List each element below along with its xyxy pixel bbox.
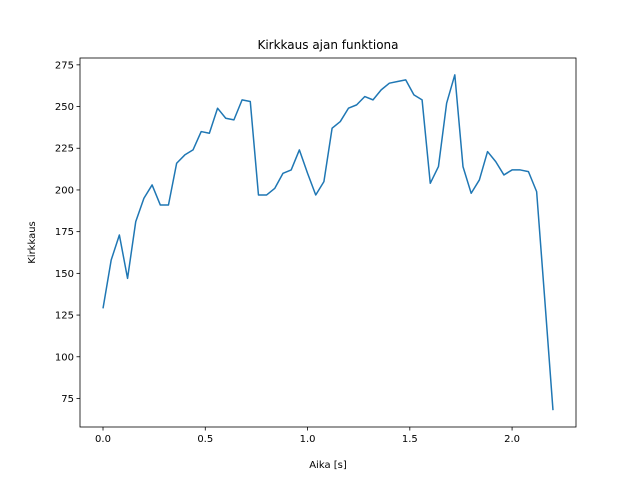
- y-tick-label: 125: [55, 311, 74, 322]
- x-tick-label: 0.0: [95, 434, 111, 445]
- x-axis-label: Aika [s]: [309, 460, 347, 471]
- y-tick-label: 100: [55, 352, 74, 363]
- chart-title: Kirkkaus ajan funktiona: [257, 38, 398, 52]
- y-tick-label: 150: [55, 269, 74, 280]
- plot-frame: [79, 57, 577, 428]
- y-tick-label: 225: [55, 144, 74, 155]
- y-tick-label: 250: [55, 102, 74, 113]
- series-line-kirkkaus: [102, 74, 554, 411]
- y-axis: 75 100 125 150 175 200 225 250 275: [55, 60, 80, 405]
- x-tick-label: 0.5: [197, 434, 213, 445]
- series-group: [102, 74, 554, 411]
- y-tick-label: 175: [55, 227, 74, 238]
- y-tick-label: 275: [55, 60, 74, 71]
- x-tick-label: 2.0: [504, 434, 520, 445]
- y-tick-label: 75: [61, 394, 74, 405]
- x-tick-label: 1.0: [300, 434, 316, 445]
- x-axis: 0.0 0.5 1.0 1.5 2.0: [95, 427, 520, 445]
- x-tick-label: 1.5: [402, 434, 418, 445]
- y-tick-label: 200: [55, 185, 74, 196]
- y-axis-label: Kirkkaus: [27, 221, 38, 264]
